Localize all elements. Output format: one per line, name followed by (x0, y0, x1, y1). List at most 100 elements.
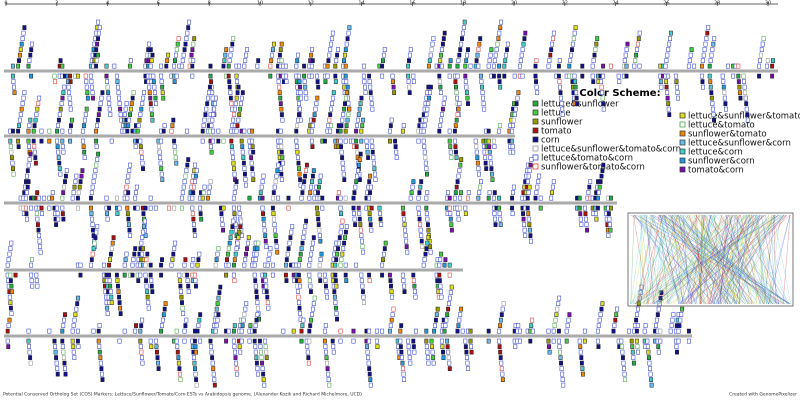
legend-swatch (679, 130, 686, 137)
marker (126, 190, 131, 195)
marker (510, 144, 515, 149)
marker (511, 190, 515, 195)
marker (499, 366, 504, 371)
marker (550, 41, 555, 47)
synteny-line (643, 214, 781, 305)
marker (70, 328, 75, 334)
marker (722, 95, 727, 101)
marker (431, 36, 436, 41)
synteny-line (662, 214, 706, 305)
marker (525, 179, 530, 184)
marker (401, 278, 406, 283)
marker (76, 295, 81, 301)
legend-label: lettuce&corn (688, 148, 743, 158)
marker (68, 79, 73, 84)
marker (497, 73, 502, 79)
legend-swatch (532, 154, 539, 161)
marker (594, 41, 599, 47)
marker (666, 47, 671, 52)
marker (71, 190, 76, 195)
marker (367, 272, 372, 278)
marker (389, 317, 394, 323)
marker (342, 52, 347, 58)
marker (291, 328, 296, 334)
marker (596, 344, 601, 349)
marker (326, 58, 331, 63)
marker (35, 283, 40, 289)
marker (638, 290, 643, 295)
marker (232, 323, 237, 328)
synteny-line (633, 214, 649, 305)
marker (182, 47, 187, 52)
marker (190, 205, 195, 211)
synteny-line (674, 214, 780, 305)
synteny-line (739, 214, 761, 305)
marker (557, 58, 562, 63)
marker (193, 344, 198, 349)
marker (166, 205, 171, 211)
synteny-line (736, 214, 751, 305)
marker (271, 211, 276, 216)
marker (177, 272, 182, 278)
marker (68, 138, 73, 144)
marker (736, 63, 741, 69)
marker (258, 344, 263, 349)
synteny-line (651, 214, 670, 305)
synteny-line (677, 214, 770, 305)
marker (365, 144, 369, 149)
synteny-line (686, 214, 754, 305)
marker (339, 144, 343, 149)
marker (635, 323, 640, 328)
marker (227, 84, 232, 90)
synteny-line (654, 214, 664, 305)
marker (394, 149, 399, 155)
marker (504, 52, 509, 58)
marker (770, 73, 775, 79)
marker (240, 149, 245, 155)
marker (742, 84, 747, 90)
marker (469, 349, 474, 355)
marker (33, 160, 38, 166)
marker (621, 360, 626, 366)
marker (523, 233, 528, 238)
synteny-line (690, 214, 706, 305)
marker (546, 338, 551, 344)
marker (657, 301, 662, 306)
marker (253, 344, 258, 349)
marker (458, 162, 463, 168)
marker (90, 84, 94, 90)
marker (149, 106, 154, 112)
synteny-line (678, 214, 743, 305)
marker (91, 227, 96, 233)
marker (742, 79, 746, 84)
marker (209, 149, 214, 155)
marker (637, 63, 642, 69)
marker (26, 138, 31, 144)
synteny-line (634, 214, 698, 305)
marker (60, 205, 65, 211)
synteny-line (677, 214, 702, 305)
marker (150, 117, 155, 123)
ruler-label: 4 (106, 0, 109, 6)
marker (358, 101, 363, 106)
marker (388, 123, 393, 128)
marker (178, 283, 183, 289)
marker (220, 216, 224, 222)
marker (322, 338, 327, 344)
marker (463, 79, 468, 84)
marker (10, 128, 15, 134)
marker (498, 222, 503, 227)
marker (299, 95, 304, 101)
marker (207, 84, 212, 90)
marker (7, 317, 12, 323)
marker (162, 123, 167, 128)
marker (668, 30, 673, 36)
legend-swatch (532, 118, 539, 125)
marker (251, 177, 256, 182)
marker (75, 328, 80, 334)
marker (559, 366, 564, 371)
marker (406, 338, 411, 344)
synteny-line (716, 214, 748, 305)
marker (198, 211, 203, 216)
marker (556, 338, 561, 344)
